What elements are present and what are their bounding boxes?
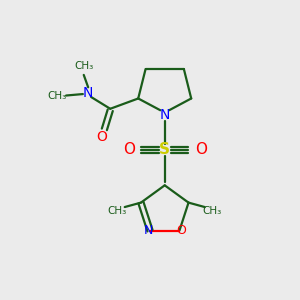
Text: CH₃: CH₃ — [47, 91, 66, 100]
Text: O: O — [123, 142, 135, 158]
Text: O: O — [195, 142, 207, 158]
Text: S: S — [159, 142, 170, 158]
Text: O: O — [96, 130, 107, 144]
Text: O: O — [176, 224, 186, 237]
Text: N: N — [83, 85, 93, 100]
Text: CH₃: CH₃ — [75, 61, 94, 71]
Text: N: N — [160, 108, 170, 122]
Text: CH₃: CH₃ — [108, 206, 127, 217]
Text: N: N — [144, 224, 153, 237]
Text: CH₃: CH₃ — [202, 206, 222, 217]
